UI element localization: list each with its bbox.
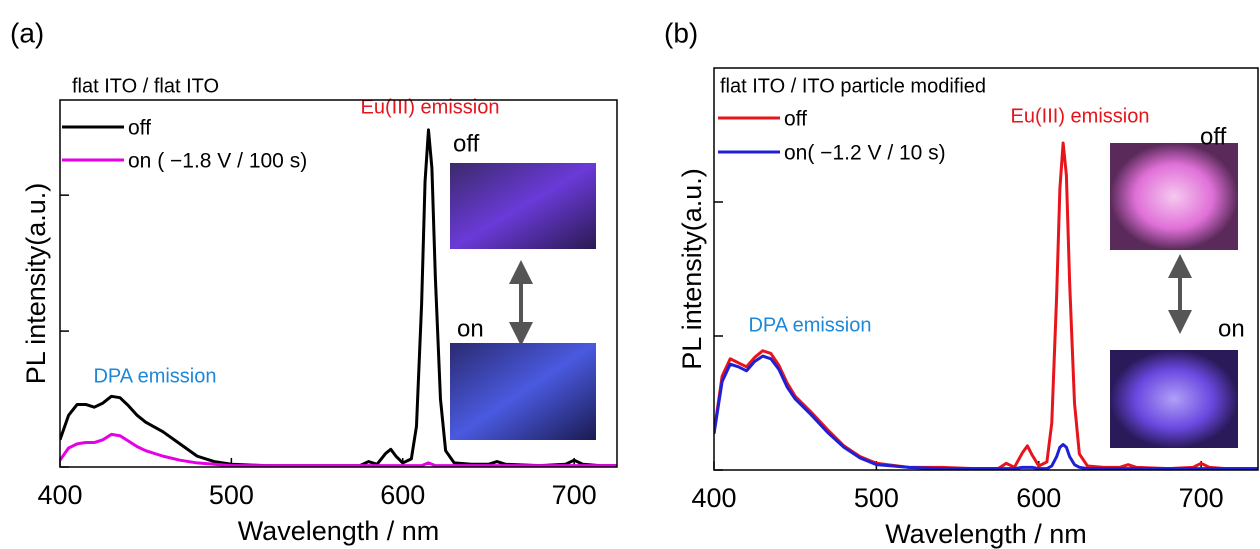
x-tick-label: 500 [854,483,899,513]
annotation: DPA emission [748,314,871,336]
series-line [714,354,1258,470]
x-tick-label: 400 [37,480,82,510]
plot-frame [59,99,618,468]
legend-label: off [128,117,151,140]
legend-label: off [784,108,807,131]
series-line [60,128,617,467]
photo-on [450,343,596,440]
x-tick-label: 700 [552,480,597,510]
x-tick-label: 600 [380,480,425,510]
y-axis-label: PL intensity(a.u.) [21,183,51,385]
photo-on [1110,350,1238,448]
x-tick-label: 700 [1179,483,1224,513]
plot-frame [713,67,1259,471]
annotation: off [453,130,480,157]
y-axis-label: PL intensity(a.u.) [677,168,707,370]
series-line [714,141,1258,470]
annotation: off [1200,123,1227,150]
annotation: on [457,315,484,342]
annotation: flat ITO / flat ITO [72,75,219,97]
photo-off [450,163,596,249]
series-line [60,432,617,467]
legend-label: on( −1.2 V / 10 s) [784,142,946,165]
annotation: Eu(III) emission [1011,105,1150,127]
annotation: Eu(III) emission [361,96,500,118]
x-axis-label: Wavelength / nm [885,519,1087,549]
panel-label: (a) [10,17,44,48]
x-axis-label: Wavelength / nm [238,516,440,546]
photo-off [1110,143,1238,250]
annotation: flat ITO / ITO particle modified [720,75,986,97]
annotation: DPA emission [93,365,216,387]
x-tick-label: 600 [1016,483,1061,513]
panel-label: (b) [664,17,698,48]
x-tick-label: 500 [209,480,254,510]
annotation: on [1218,315,1245,342]
x-tick-label: 400 [691,483,736,513]
legend-label: on ( −1.8 V / 100 s) [128,150,307,173]
